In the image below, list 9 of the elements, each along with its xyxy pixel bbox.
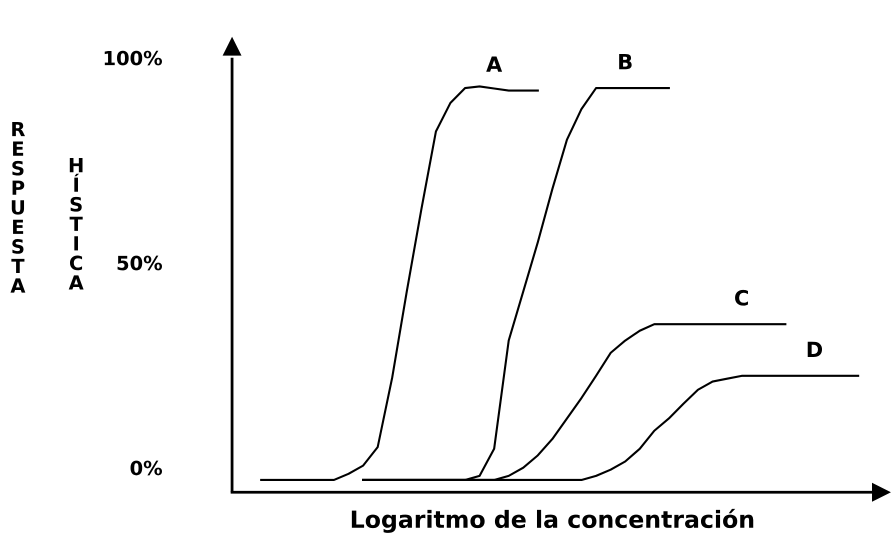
series-label: B — [619, 54, 632, 70]
series-label: C — [735, 290, 748, 306]
y-tick-label: 50% — [118, 256, 162, 270]
y-tick-label: 100% — [104, 50, 162, 66]
text: RESPUESTA HÍSTICA — [10, 122, 84, 293]
y-tick-label: 0% — [130, 460, 162, 476]
series-label: D — [808, 342, 822, 357]
x-axis-title: Logaritmo de la concentración — [352, 508, 754, 533]
series-label: A — [486, 56, 502, 72]
